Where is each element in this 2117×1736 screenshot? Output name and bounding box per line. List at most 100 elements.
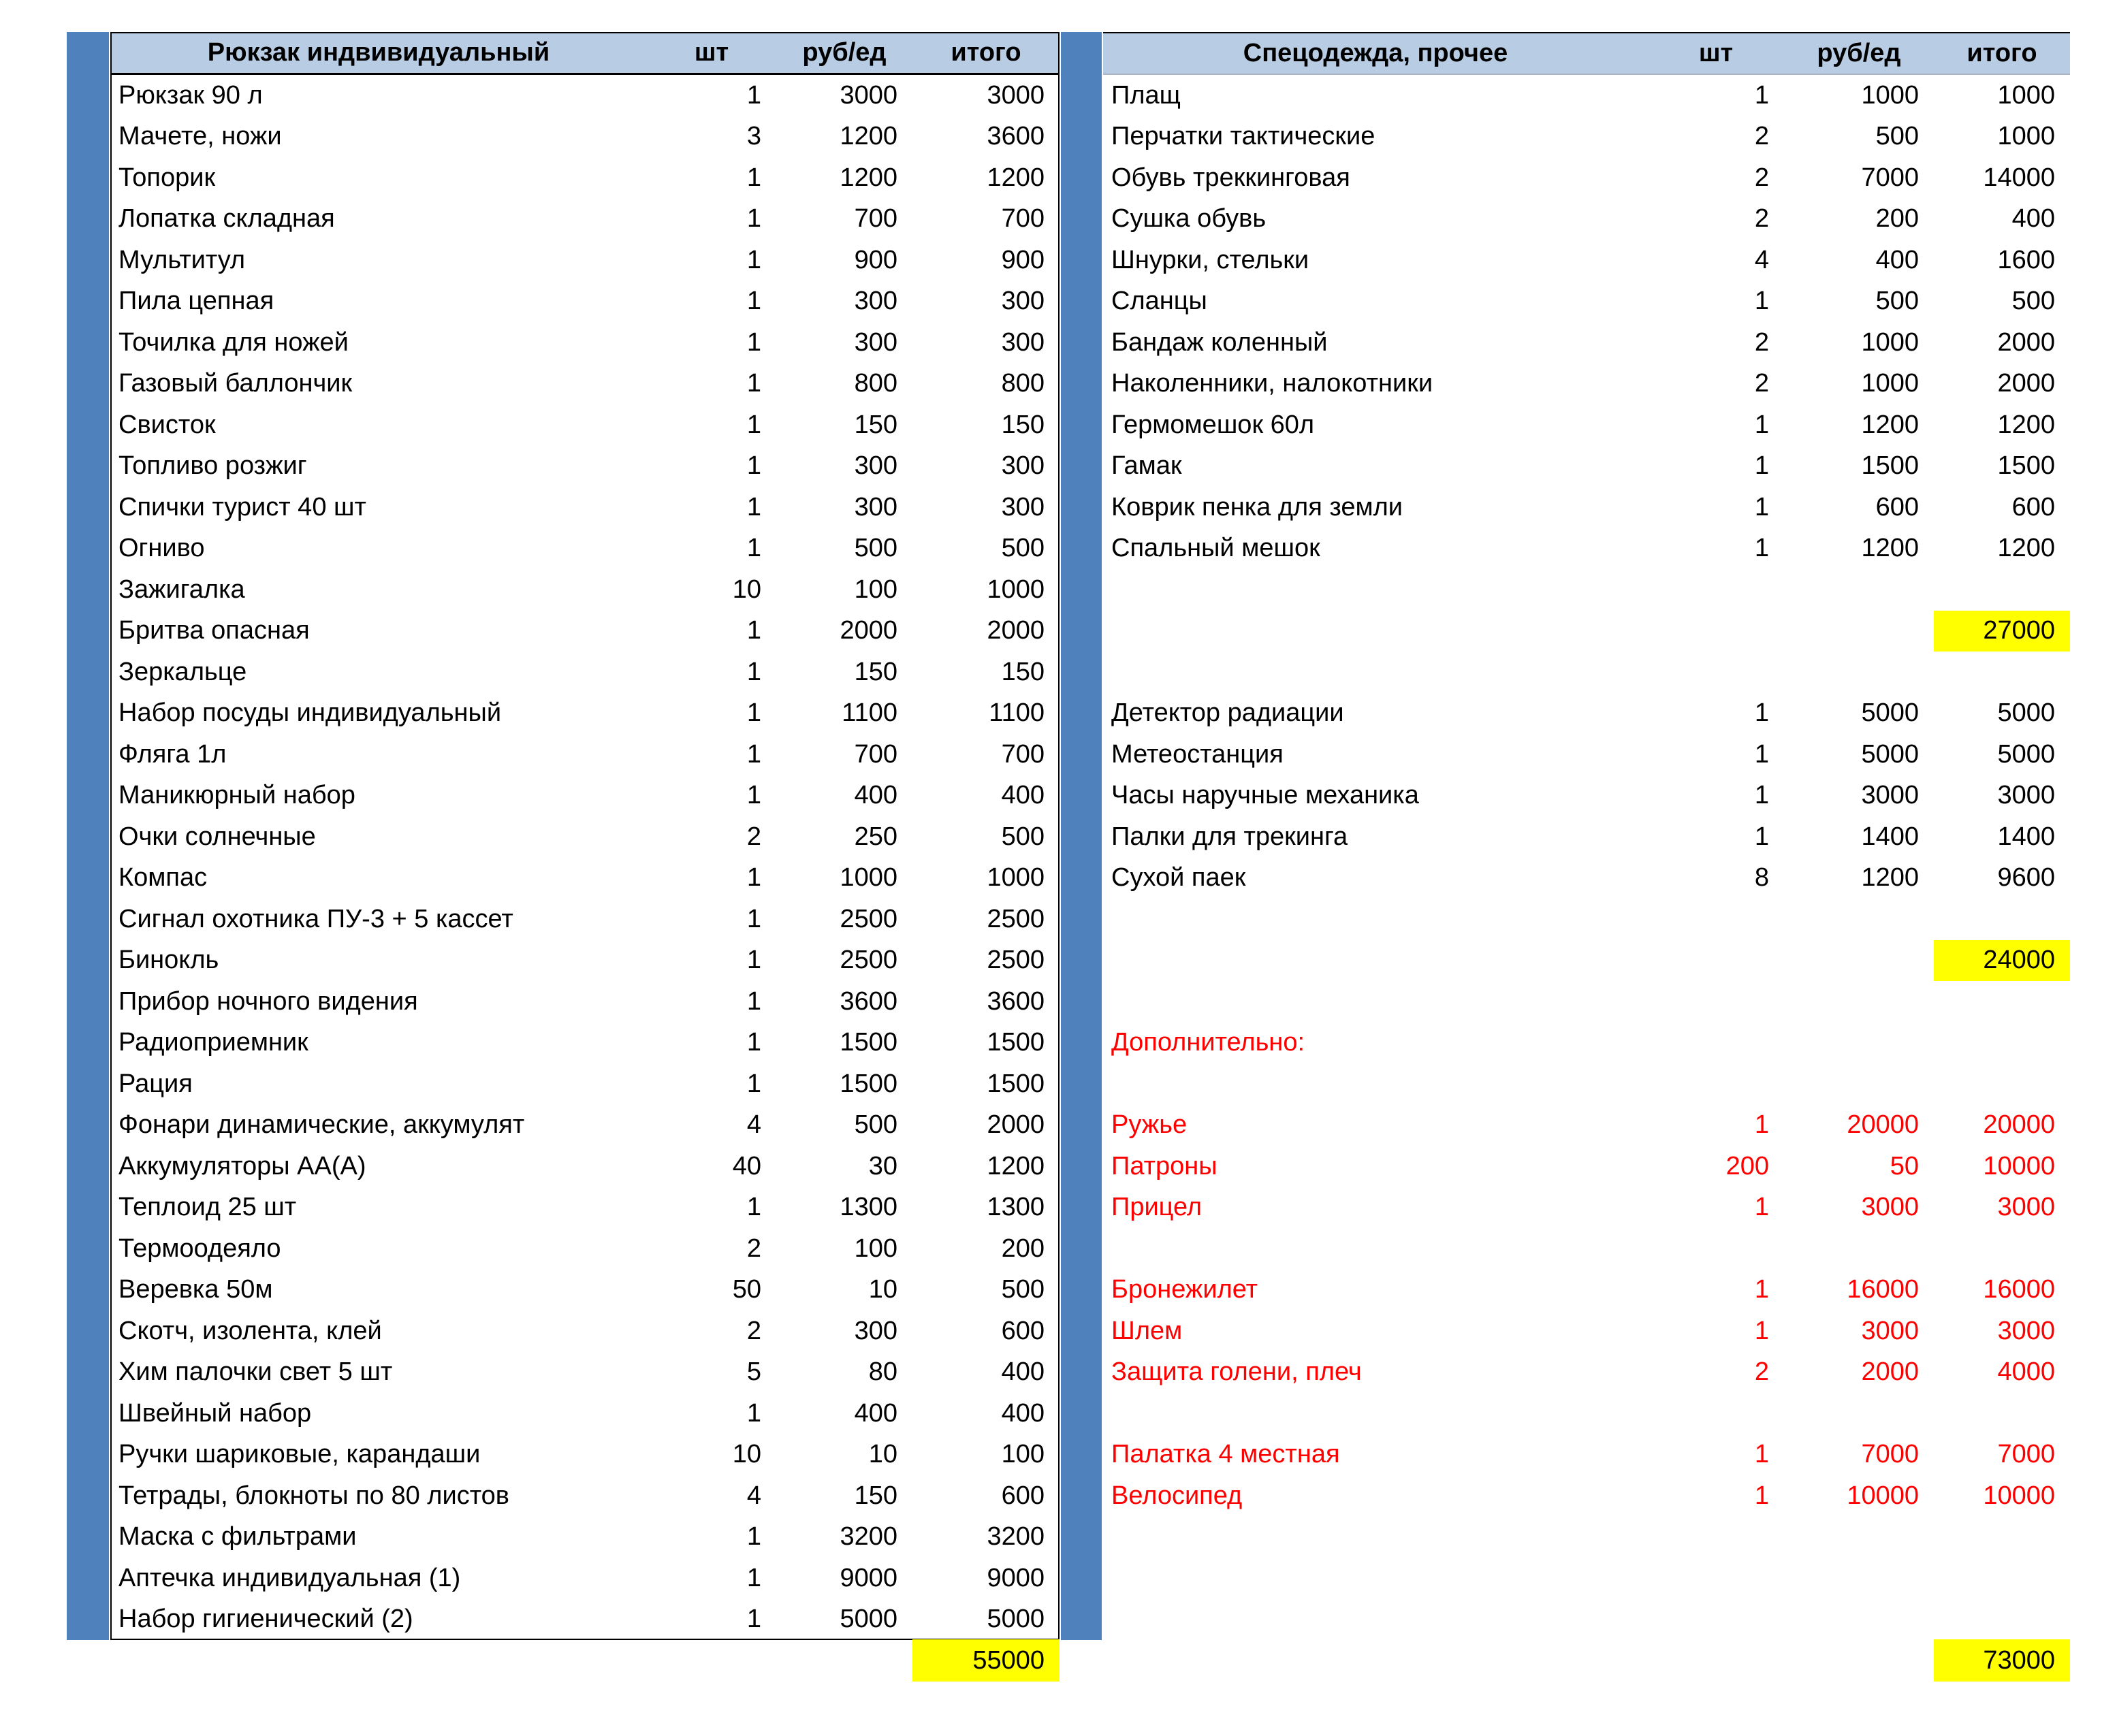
price-cell [1784, 1023, 1934, 1064]
left-table-header-row: Рюкзак индвивидуальный шт руб/ед итого [110, 32, 1060, 75]
total-cell: 1200 [987, 163, 1045, 192]
price-cell: 1000 [1861, 327, 1919, 357]
qty-cell: 1 [1754, 1275, 1769, 1304]
qty-cell: 1 [1754, 492, 1769, 521]
price-cell: 1500 [840, 1069, 897, 1098]
price-cell: 600 [1875, 492, 1919, 521]
total-cell [1934, 1228, 2070, 1270]
right-table-body: Плащ 1 1000 1000 Перчатки тактические 2 500 100… [1103, 75, 2070, 1640]
item-name-cell: Скотч, изолента, клей [118, 1316, 382, 1345]
item-name-cell: Перчатки тактические [1111, 122, 1375, 151]
item-name-cell: Детектор радиации [1111, 698, 1344, 728]
qty-cell: 2 [746, 1316, 761, 1345]
qty-cell: 1 [746, 1028, 761, 1057]
price-cell: 300 [854, 492, 897, 521]
qty-cell [1648, 652, 1784, 693]
total-cell: 500 [1001, 534, 1045, 563]
qty-cell: 1 [746, 80, 761, 110]
item-name-cell: Точилка для ножей [118, 327, 349, 357]
item-name-cell [1103, 1393, 1648, 1434]
item-name-cell: Гермомешок 60л [1111, 410, 1315, 439]
table-row: Хим палочки свет 5 шт 5 80 400 [110, 1352, 1060, 1394]
total-cell [1934, 1517, 2070, 1558]
price-cell: 7000 [1861, 1440, 1919, 1469]
item-name-cell [1103, 1517, 1648, 1558]
qty-cell [1648, 1393, 1784, 1434]
item-name-cell: Палки для трекинга [1111, 822, 1348, 851]
total-cell: 500 [1001, 822, 1045, 851]
price-cell: 100 [854, 1234, 897, 1263]
total-cell: 300 [1001, 287, 1045, 316]
qty-cell: 40 [732, 1151, 761, 1180]
item-name-cell: Сухой паек [1111, 863, 1246, 893]
item-name-cell: Прицел [1111, 1193, 1203, 1222]
price-cell: 3600 [840, 986, 897, 1016]
blank-row [1103, 1063, 2070, 1105]
item-name-cell: Обувь треккинговая [1111, 163, 1350, 192]
qty-cell: 1 [746, 986, 761, 1016]
subtotal-row: 24000 [1103, 939, 2070, 982]
qty-cell: 1 [746, 1605, 761, 1634]
table-row: Газовый баллончик 1 800 800 [110, 364, 1060, 405]
price-cell: 9000 [840, 1563, 897, 1592]
total-cell: 3600 [987, 122, 1045, 151]
total-cell: 10000 [1983, 1481, 2055, 1510]
price-cell: 1100 [842, 698, 897, 728]
total-cell: 400 [1001, 781, 1045, 810]
price-cell: 1200 [1861, 863, 1919, 893]
qty-cell: 1 [1754, 739, 1769, 769]
left-table-title: Рюкзак индвивидуальный [207, 37, 550, 67]
item-name-cell: Прибор ночного видения [118, 986, 418, 1016]
total-cell: 27000 [1934, 610, 2070, 652]
qty-cell: 1 [1754, 1110, 1769, 1140]
total-cell: 2000 [987, 616, 1045, 645]
qty-cell: 1 [746, 616, 761, 645]
qty-cell: 200 [1725, 1151, 1769, 1180]
item-name-cell [1103, 1558, 1648, 1599]
table-row: Часы наручные механика 1 3000 3000 [1103, 775, 2070, 817]
price-cell: 150 [854, 657, 897, 686]
item-name-cell: Гамак [1111, 451, 1182, 481]
price-cell [1784, 611, 1934, 652]
price-column-header: руб/ед [1817, 39, 1901, 67]
qty-cell: 1 [746, 287, 761, 316]
qty-cell: 4 [1754, 245, 1769, 274]
total-cell [1934, 1558, 2070, 1599]
blank-row [1103, 1599, 2070, 1641]
table-row: Гамак 1 1500 1500 [1103, 446, 2070, 487]
total-cell: 5000 [1997, 739, 2055, 769]
section-label-row: Дополнительно: [1103, 1023, 2070, 1064]
total-cell: 1200 [987, 1151, 1045, 1180]
qty-cell: 1 [746, 245, 761, 274]
qty-cell: 1 [746, 1563, 761, 1592]
price-cell: 500 [854, 1110, 897, 1140]
total-cell: 400 [1001, 1398, 1045, 1428]
item-name-cell: Патроны [1111, 1151, 1217, 1180]
price-cell: 2500 [840, 946, 897, 975]
price-cell [1784, 652, 1934, 693]
table-row: Свисток 1 150 150 [110, 404, 1060, 446]
item-name-cell: Мачете, ножи [118, 122, 282, 151]
price-cell: 2500 [840, 904, 897, 933]
price-cell [1784, 899, 1934, 940]
table-row: Бинокль 1 2500 2500 [110, 940, 1060, 982]
item-name-cell: Мультитул [118, 245, 246, 274]
item-name-cell: Рюкзак 90 л [118, 80, 263, 110]
item-name-cell: Лопатка складная [118, 204, 335, 234]
price-cell: 1200 [840, 122, 897, 151]
price-cell: 3200 [840, 1522, 897, 1552]
total-cell: 2000 [1997, 369, 2055, 398]
left-grand-total: 55000 [912, 1639, 1060, 1682]
table-row: Спальный мешок 1 1200 1200 [1103, 528, 2070, 570]
price-cell: 800 [854, 369, 897, 398]
left-accent-bar [67, 32, 109, 1640]
total-cell [1934, 1393, 2070, 1434]
total-cell: 300 [1001, 327, 1045, 357]
price-cell: 400 [1875, 245, 1919, 274]
price-cell: 150 [854, 410, 897, 439]
qty-cell [1648, 940, 1784, 982]
item-name-cell [1103, 1599, 1648, 1641]
qty-cell [1648, 1228, 1784, 1270]
qty-cell [1648, 981, 1784, 1023]
qty-cell: 1 [746, 492, 761, 521]
